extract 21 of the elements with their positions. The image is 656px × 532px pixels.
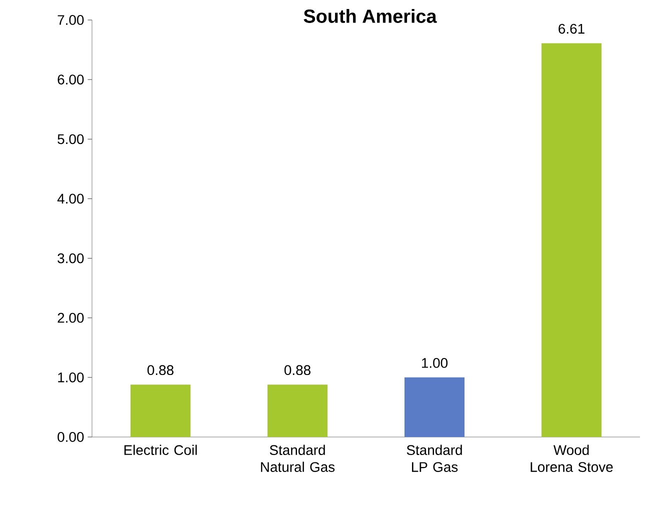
bar: [404, 377, 465, 437]
bar: [268, 384, 328, 437]
data-label: 0.88: [284, 365, 310, 376]
y-tick-label: 3.00: [58, 253, 84, 264]
y-tick-label: 4.00: [57, 194, 84, 204]
chart-title: South America: [304, 9, 437, 23]
x-tick-label: Wood Lorena Stove: [530, 444, 613, 472]
y-tick-label: 0.00: [58, 432, 84, 442]
data-label: 6.61: [558, 24, 584, 34]
data-label: 1.00: [422, 358, 448, 368]
y-tick-label: 2.00: [58, 312, 84, 323]
y-tick-label: 7.00: [58, 15, 84, 25]
bar: [542, 43, 602, 437]
x-tick-label: Standard LP Gas: [406, 444, 462, 472]
x-tick-label: Electric Coil: [124, 444, 197, 456]
x-tick-label: Standard Natural Gas: [261, 444, 335, 472]
y-tick-label: 6.00: [58, 74, 84, 85]
bar: [130, 384, 191, 437]
y-tick-label: 1.00: [58, 372, 84, 382]
data-label: 0.88: [147, 365, 174, 376]
y-tick-label: 5.00: [58, 134, 84, 144]
